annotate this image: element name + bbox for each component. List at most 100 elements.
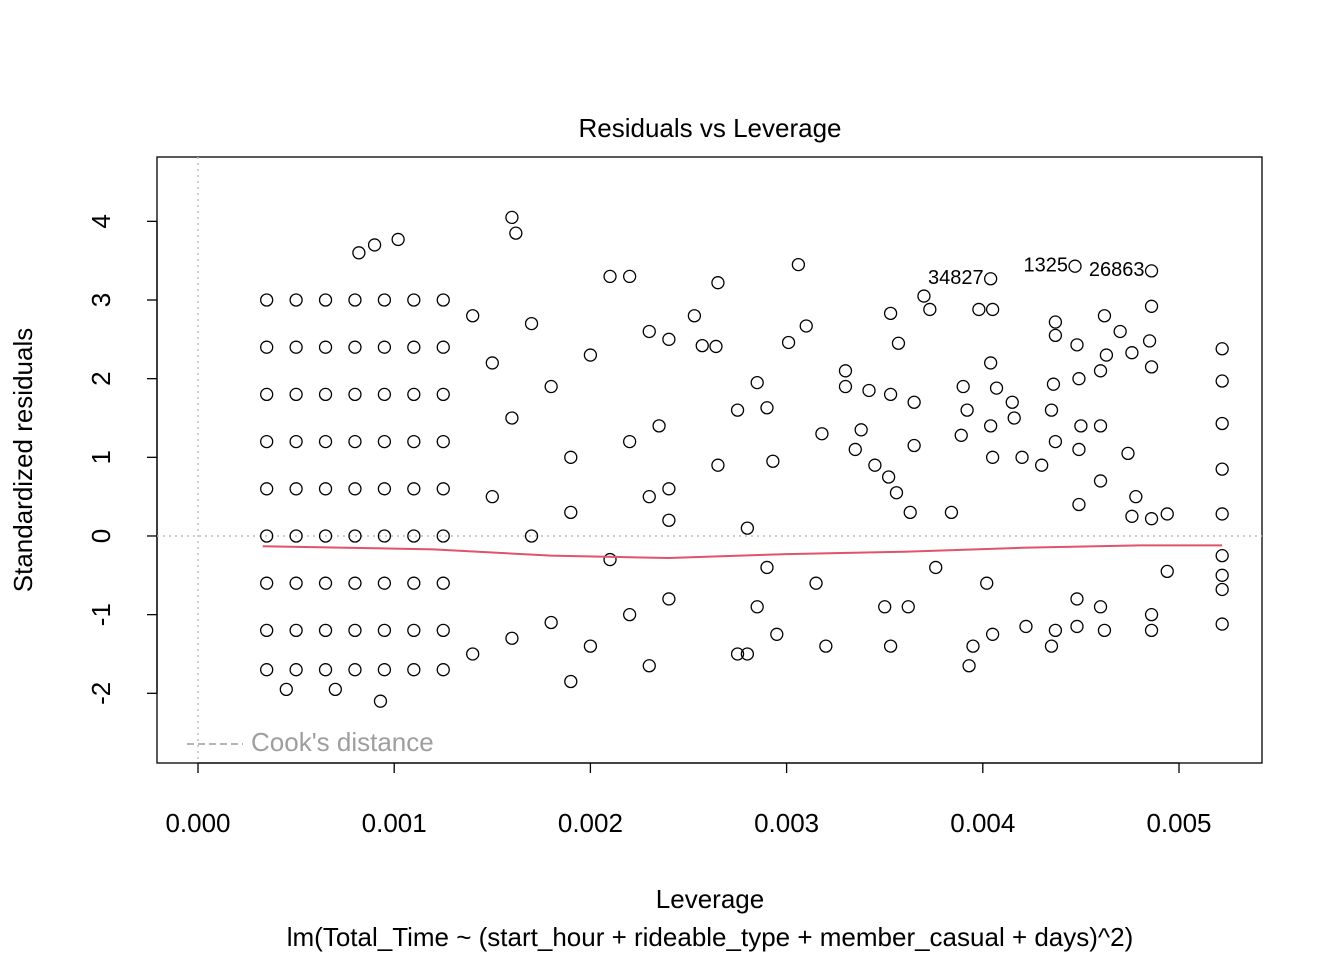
point (891, 336, 906, 350)
point (260, 663, 274, 677)
point (985, 302, 1000, 317)
point (564, 674, 578, 689)
point (318, 387, 333, 402)
point (407, 623, 421, 638)
point (889, 486, 904, 500)
point (1144, 299, 1159, 313)
point (1072, 497, 1086, 512)
point (436, 293, 450, 307)
point (1215, 617, 1229, 631)
point (1144, 607, 1159, 622)
point (436, 340, 450, 354)
point (524, 529, 539, 543)
point (709, 339, 723, 354)
point (1215, 342, 1229, 356)
smooth-line (262, 544, 1223, 560)
y-axis-label: Standardized residuals (8, 328, 38, 593)
point (544, 615, 558, 630)
point (695, 338, 709, 353)
point (1099, 348, 1114, 362)
point (984, 272, 998, 286)
point (348, 387, 362, 402)
point (848, 442, 862, 457)
point (881, 470, 896, 484)
point (1144, 360, 1159, 374)
legend-label: Cook's distance (251, 727, 434, 757)
point (260, 340, 274, 354)
point (760, 401, 774, 415)
point (622, 434, 637, 449)
point (819, 639, 833, 653)
point (907, 438, 921, 453)
x-tick-label: 0.005 (1146, 808, 1211, 838)
point (436, 576, 450, 590)
y-tick-label: -2 (86, 682, 116, 705)
point (903, 505, 917, 520)
point (348, 529, 362, 543)
y-tick-label: 2 (86, 371, 116, 385)
point (377, 434, 392, 449)
point (603, 269, 617, 284)
point (711, 458, 725, 472)
point (352, 246, 366, 260)
point (1215, 374, 1229, 388)
point (436, 623, 450, 638)
point (1097, 309, 1112, 323)
x-axis-label: Leverage (656, 884, 764, 914)
point (1048, 315, 1063, 329)
point (260, 387, 274, 402)
point (318, 293, 333, 307)
point (1007, 411, 1021, 425)
point (1215, 507, 1229, 521)
point (564, 450, 578, 464)
point (583, 639, 598, 653)
x-tick-label: 0.002 (558, 808, 623, 838)
point (377, 623, 392, 638)
point (838, 364, 853, 378)
x-tick-label: 0.004 (950, 808, 1015, 838)
point (985, 627, 1000, 641)
point (289, 623, 303, 638)
point (260, 576, 274, 590)
point (436, 434, 450, 449)
point (711, 276, 725, 290)
point (917, 289, 931, 303)
point (318, 529, 333, 543)
point (318, 434, 333, 449)
point (1125, 509, 1139, 523)
point (348, 434, 362, 449)
point (622, 607, 637, 622)
point (289, 663, 303, 677)
point (348, 623, 362, 638)
point (260, 623, 274, 638)
point (1093, 419, 1108, 433)
point (289, 529, 303, 543)
point (348, 482, 362, 496)
point (289, 293, 303, 307)
point (1093, 600, 1108, 614)
point (407, 663, 421, 677)
point (1144, 264, 1159, 278)
point (791, 257, 806, 272)
point (436, 663, 450, 677)
point (878, 600, 892, 614)
point (815, 427, 829, 441)
point (279, 682, 293, 697)
point (730, 403, 745, 417)
point (954, 428, 968, 442)
point (407, 576, 421, 590)
point (377, 529, 392, 543)
y-tick-label: 1 (86, 450, 116, 464)
point (766, 454, 780, 468)
point (466, 309, 480, 323)
x-tick-label: 0.000 (165, 808, 230, 838)
point (373, 694, 388, 708)
point (984, 419, 998, 433)
y-tick-label: 4 (86, 214, 116, 228)
point (944, 505, 959, 520)
point (980, 576, 994, 590)
y-tick-label: 0 (86, 529, 116, 543)
point (1144, 623, 1159, 638)
